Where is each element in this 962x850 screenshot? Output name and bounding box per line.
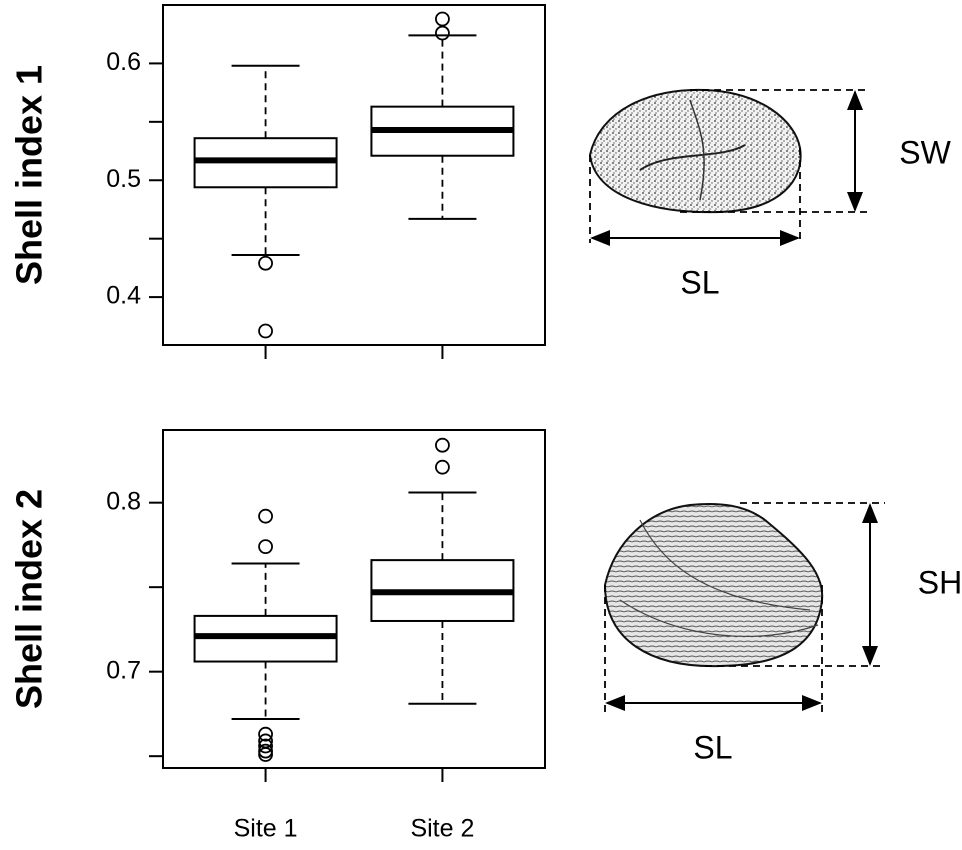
- outlier: [258, 539, 273, 555]
- outlier: [435, 25, 450, 41]
- y-axis-label: Shell index 2: [9, 489, 50, 709]
- x-tick-label: Site 2: [410, 815, 474, 843]
- annotation: SW: [899, 134, 951, 170]
- shell-illustration-1: SW SL: [588, 88, 952, 300]
- y-axis-label: Shell index 1: [9, 65, 50, 285]
- outlier: [258, 508, 273, 524]
- annotation: SL: [680, 264, 719, 300]
- y-tick-label: 0.7: [106, 656, 141, 684]
- annotation: SL: [693, 729, 732, 765]
- y-tick-label: 0.5: [106, 165, 141, 193]
- x-tick-label: Site 1: [234, 815, 298, 843]
- annotation: SH: [918, 564, 962, 600]
- outlier: [435, 459, 450, 475]
- outlier: [258, 255, 273, 271]
- box-plot: 0.4 0.5 0.6 Shell index 1: [9, 4, 546, 359]
- box-plot: 0.7 0.8 Shell index 2 Site 1 Site 2: [9, 429, 546, 843]
- outlier: [258, 323, 273, 339]
- plot-frame: [162, 429, 546, 769]
- plot-frame: [162, 4, 546, 346]
- y-tick-label: 0.8: [106, 487, 141, 515]
- outlier: [258, 726, 273, 742]
- outlier: [258, 747, 273, 762]
- shell-illustration-2: SH SL: [603, 502, 962, 765]
- y-tick-label: 0.6: [106, 48, 141, 76]
- y-tick-label: 0.4: [106, 282, 141, 310]
- outlier: [435, 11, 450, 27]
- outlier: [435, 437, 450, 453]
- outlier: [258, 738, 273, 754]
